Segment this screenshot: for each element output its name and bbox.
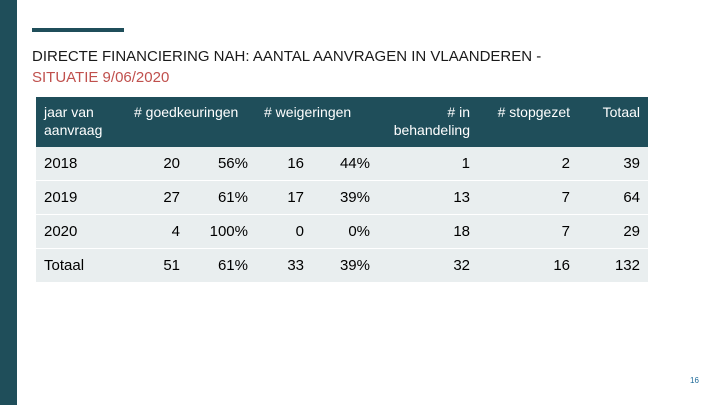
cell-totaal: 64 — [578, 180, 648, 215]
cell-weigeringen-pct: 0% — [312, 214, 378, 249]
table-total-row: Totaal 51 61% 33 39% 32 16 132 — [36, 248, 648, 282]
cell-goedkeuringen-pct: 61% — [188, 180, 256, 215]
cell-goedkeuringen: 4 — [126, 214, 188, 249]
applications-table: jaar van aanvraag # goedkeuringen # weig… — [36, 97, 648, 282]
header-totaal: Totaal — [578, 97, 648, 147]
page-title: DIRECTE FINANCIERING NAH: AANTAL AANVRAG… — [32, 46, 692, 88]
cell-goedkeuringen-pct: 56% — [188, 147, 256, 181]
table-row: 2018 20 56% 16 44% 1 2 39 — [36, 147, 648, 181]
cell-stopgezet: 2 — [478, 147, 578, 181]
cell-in-behandeling: 13 — [378, 180, 478, 215]
cell-in-behandeling: 1 — [378, 147, 478, 181]
cell-jaar: 2020 — [36, 214, 126, 249]
cell-weigeringen-pct: 39% — [312, 180, 378, 215]
cell-goedkeuringen: 20 — [126, 147, 188, 181]
cell-totaal: 132 — [578, 248, 648, 282]
cell-in-behandeling: 32 — [378, 248, 478, 282]
header-in-behandeling: # in behandeling — [378, 97, 478, 147]
cell-weigeringen-pct: 39% — [312, 248, 378, 282]
cell-goedkeuringen-pct: 61% — [188, 248, 256, 282]
header-weigeringen: # weigeringen — [256, 97, 378, 147]
cell-weigeringen: 16 — [256, 147, 312, 181]
header-stopgezet: # stopgezet — [478, 97, 578, 147]
cell-jaar: 2018 — [36, 147, 126, 181]
cell-weigeringen: 17 — [256, 180, 312, 215]
cell-stopgezet: 7 — [478, 214, 578, 249]
table-row: 2019 27 61% 17 39% 13 7 64 — [36, 180, 648, 215]
cell-totaal: 29 — [578, 214, 648, 249]
cell-weigeringen: 0 — [256, 214, 312, 249]
slide-number: 16 — [690, 376, 699, 385]
cell-jaar: 2019 — [36, 180, 126, 215]
cell-jaar: Totaal — [36, 248, 126, 282]
header-goedkeuringen: # goedkeuringen — [126, 97, 256, 147]
cell-totaal: 39 — [578, 147, 648, 181]
side-bar — [0, 0, 17, 405]
title-accent-line — [32, 28, 124, 32]
cell-goedkeuringen: 51 — [126, 248, 188, 282]
cell-stopgezet: 16 — [478, 248, 578, 282]
table-header-row: jaar van aanvraag # goedkeuringen # weig… — [36, 97, 648, 147]
title-line-1: DIRECTE FINANCIERING NAH: AANTAL AANVRAG… — [32, 48, 542, 65]
cell-goedkeuringen-pct: 100% — [188, 214, 256, 249]
title-line-2: SITUATIE 9/06/2020 — [32, 69, 170, 86]
cell-goedkeuringen: 27 — [126, 180, 188, 215]
cell-stopgezet: 7 — [478, 180, 578, 215]
cell-in-behandeling: 18 — [378, 214, 478, 249]
cell-weigeringen: 33 — [256, 248, 312, 282]
cell-weigeringen-pct: 44% — [312, 147, 378, 181]
header-jaar: jaar van aanvraag — [36, 97, 126, 147]
table-row: 2020 4 100% 0 0% 18 7 29 — [36, 214, 648, 249]
